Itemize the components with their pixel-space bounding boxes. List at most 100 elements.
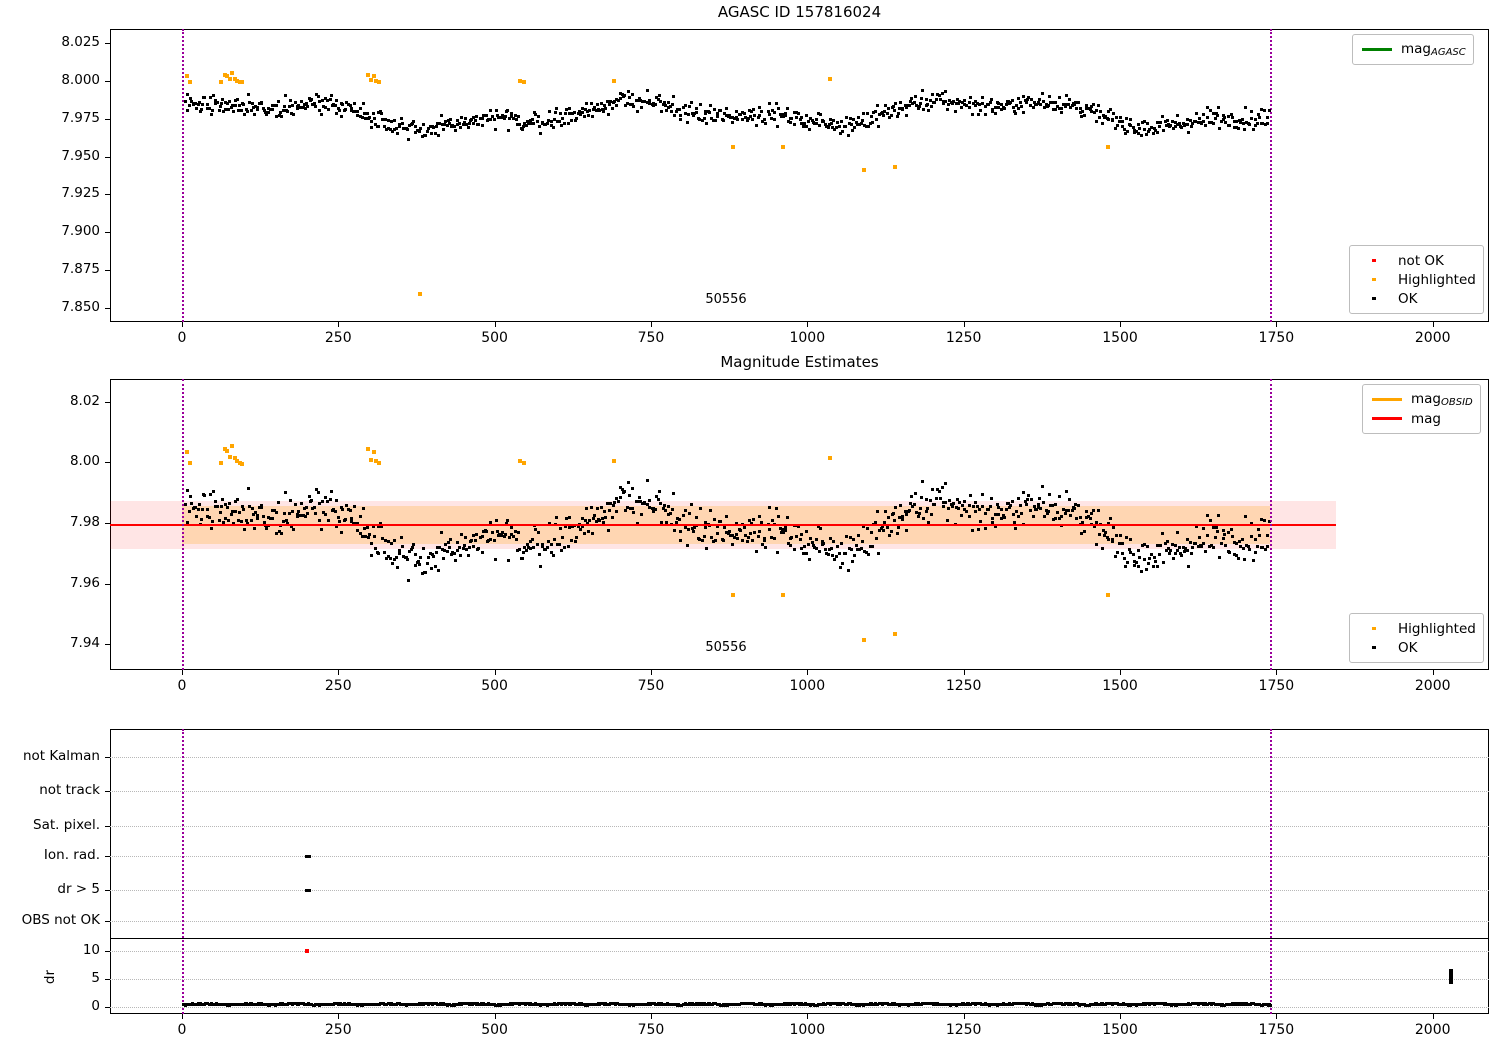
data-point-highlighted [521,79,526,84]
legend-label-subscript: AGASC [1431,47,1466,58]
data-point-ok [650,102,654,106]
data-point-ok [1104,114,1108,118]
data-point-ok [479,535,483,539]
data-point-ok [1264,547,1268,551]
data-point-ok [386,118,390,122]
data-point-ok [1102,113,1106,117]
data-point-ok [1199,121,1203,125]
data-point-ok [703,526,707,530]
data-point-ok [1232,125,1236,129]
data-point-ok [489,520,493,524]
data-point-ok [235,497,239,501]
data-point-ok [714,539,717,543]
data-point-ok [186,520,190,524]
data-point-ok [916,515,920,519]
data-point-ok [1247,548,1251,552]
legend-entry[interactable]: OK [1357,638,1476,657]
data-point-ok [971,101,975,105]
legend-entry[interactable]: mag [1370,409,1473,428]
data-point-ok [267,110,271,114]
data-point-ok [218,104,222,108]
data-point-ok [516,114,520,118]
data-point-ok [629,506,633,510]
legend-entry[interactable]: OK [1357,289,1476,308]
data-point-ok [999,107,1003,111]
data-point-ok [1076,503,1080,507]
data-point-ok [1020,105,1024,109]
data-point-ok [317,99,321,103]
data-point-ok [591,107,595,111]
data-point-ok [958,501,962,505]
data-point-ok [1007,505,1011,509]
data-point-ok [289,499,293,503]
data-point-ok [407,578,411,582]
legend-entry[interactable]: not OK [1357,251,1476,270]
data-point-ok [186,93,190,97]
data-point-ok [623,94,627,98]
data-point-ok [273,509,277,513]
legend-marker [1372,398,1402,401]
data-point-ok [1157,125,1161,129]
legend-entry[interactable]: Highlighted [1357,619,1476,638]
data-point-ok [265,112,268,116]
data-point-ok [1133,129,1137,133]
data-point-ok [224,107,228,111]
data-point-ok [199,107,203,111]
data-point-ok [665,520,669,524]
data-point-ok [1136,548,1140,552]
data-point-ok [260,102,264,106]
data-point-ok [1088,517,1092,521]
data-point-ok [1176,123,1180,127]
data-point-ok [225,101,229,105]
data-point-ok [860,122,864,126]
data-point-ok [511,535,515,539]
data-point-ok [305,102,309,106]
legend-entry[interactable]: magOBSID [1370,390,1473,409]
data-point-ok [1205,105,1209,109]
data-point-ok [1253,124,1257,128]
legend-entry[interactable]: magAGASC [1360,40,1466,59]
data-point-ok [1047,509,1051,513]
data-point-ok [350,516,354,520]
data-point-ok [1014,103,1018,107]
legend-entry[interactable]: Highlighted [1357,270,1476,289]
panel1-ytick-label: 8.000 [61,72,100,89]
data-point-ok [582,114,586,118]
data-point-ok [379,110,383,114]
data-point-ok [804,114,808,118]
data-point-ok [1249,535,1253,539]
data-point-ok [816,111,820,115]
data-point-ok [913,95,917,99]
data-point-ok [528,546,532,550]
data-point-ok [203,493,207,497]
data-point-ok [602,521,606,525]
data-point-ok [638,500,642,504]
data-point-ok [863,549,867,553]
data-point-ok [1183,547,1187,551]
data-point-ok [1032,504,1036,508]
data-point-ok [624,509,628,513]
data-point-ok [427,126,431,130]
data-point-ok [754,123,758,127]
data-point-ok [1236,556,1240,560]
data-point-ok [1118,542,1122,546]
data-point-ok [526,542,530,546]
data-point-ok [301,106,305,110]
panel2-xtick [338,670,340,675]
legend-dot-swatch [1357,258,1391,263]
data-point-ok [944,99,948,103]
data-point-ok [1242,546,1246,550]
data-point-ok [1086,106,1090,110]
data-point-ok [1020,512,1024,516]
data-point-ok [549,120,553,124]
data-point-ok [262,106,266,110]
data-point-ok [630,487,634,491]
data-point-ok [857,534,861,538]
data-point-ok [959,106,963,110]
data-point-ok [832,540,836,544]
data-point-ok [795,116,799,120]
data-point-ok [801,125,805,129]
data-point-highlighted [371,450,376,455]
data-point-ok [1189,552,1193,556]
data-point-ok [1167,122,1171,126]
